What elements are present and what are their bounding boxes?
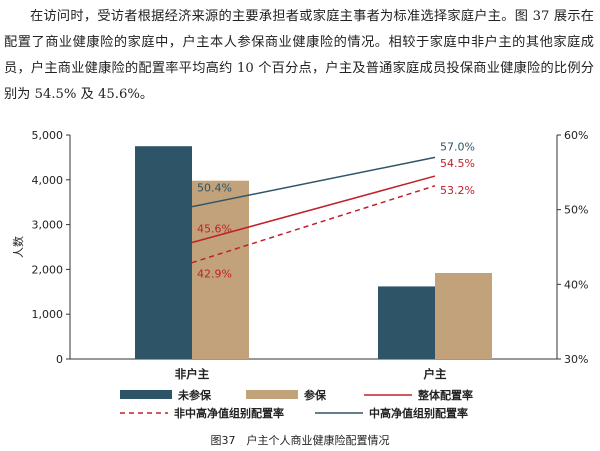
legend-label: 非中高净值组别配置率: [174, 406, 284, 420]
figure-caption: 图37 户主个人商业健康险配置情况: [210, 434, 390, 447]
bar-insured: [192, 180, 249, 359]
chart-bars: [135, 146, 492, 359]
y-tick-label: 1,000: [32, 308, 64, 321]
y2-tick-label: 30%: [564, 353, 588, 366]
legend-swatch: [246, 390, 298, 399]
legend-swatch: [120, 390, 172, 399]
rate-label: 53.2%: [440, 184, 475, 197]
chart-ticks: 0 1,000 2,000 3,000 4,000 5,000 30% 40% 50% 60% 人数…: [12, 129, 588, 381]
y2-tick-label: 50%: [564, 204, 588, 217]
y-tick-label: 4,000: [32, 174, 64, 187]
y-tick-label: 0: [56, 353, 63, 366]
bar-not-insured: [378, 286, 435, 359]
y2-tick-label: 60%: [564, 129, 588, 142]
legend-label: 中高净值组别配置率: [369, 406, 468, 420]
x-category-label: 户主: [424, 367, 447, 381]
y-tick-label: 3,000: [32, 219, 64, 232]
rate-line: [191, 156, 436, 208]
legend-label: 未参保: [177, 388, 212, 402]
health-insurance-chart: 45.6% 54.5% 42.9% 53.2% 50.4% 57.0% 0 1,000 2,0…: [12, 129, 588, 420]
legend-label: 整体配置率: [417, 388, 473, 402]
bar-insured: [435, 272, 492, 359]
y-tick-label: 5,000: [32, 129, 64, 142]
y2-tick-label: 40%: [564, 278, 588, 291]
chart-lines: 45.6% 54.5% 42.9% 53.2% 50.4% 57.0%: [191, 140, 475, 281]
bar-not-insured: [135, 146, 192, 359]
rate-label: 50.4%: [197, 182, 232, 195]
y-tick-label: 2,000: [32, 263, 64, 276]
y-axis-title: 人数: [12, 236, 25, 258]
x-category-label: 非户主: [175, 367, 210, 381]
rate-label: 42.9%: [197, 268, 232, 281]
rate-label: 45.6%: [197, 223, 232, 236]
rate-label: 57.0%: [440, 140, 475, 153]
rate-line: [191, 175, 436, 244]
rate-label: 54.5%: [440, 157, 475, 170]
intro-paragraph: 在访问时，受访者根据经济来源的主要承担者或家庭主事者为标准选择家庭户主。图 37…: [4, 9, 594, 102]
rate-line: [191, 185, 436, 264]
legend-label: 参保: [304, 388, 327, 402]
